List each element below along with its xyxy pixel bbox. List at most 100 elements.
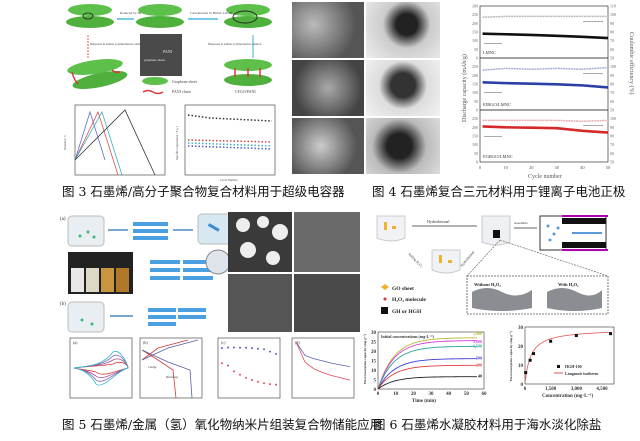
fig6-left-xlabel: Time (min) [412,399,436,404]
legend-h2o2: H₂O₂ molecule [392,297,427,303]
fig4-ytick-left: 200 [472,73,478,78]
fig5-cycle-point [233,346,235,349]
fig5-rate-line [295,341,351,368]
fig6-left-series-line [377,337,477,390]
fig4-xtick: 10 [503,165,508,170]
fig6-right-ytick: 0 [521,383,524,388]
figure-5: (a) (b) (a) (b) (c) (d) Charge Discharge [60,212,360,399]
fig4-ytick-left: 250 [472,64,478,69]
nanosheet-stack-3 [148,308,206,326]
fig4-ytick-right: 110 [610,4,616,9]
fig6-right-xtick: 3,000 [571,387,583,392]
fig4-ytick-right: 50 [610,56,614,61]
fig4-ytick-right: 100 [610,12,616,17]
fig6-langmuir-curve [524,331,612,381]
fig6-right-ytick: 10 [518,364,524,369]
fig5-chart-frame [217,337,281,399]
fig4-ytick-right: 60 [610,99,614,104]
fig4-ytick-right: 50 [610,108,614,113]
legend-graphene: Graphene sheet [172,79,198,84]
fig5-discharge-red [141,349,177,399]
fig6-left-series-line [377,358,477,390]
vial-photo [68,252,133,294]
fig5-cycle-point [233,370,235,373]
hydrothermal-label: Hydrothermal [427,219,450,224]
figure-3-schematic: Reduced by HI Carbonization by HOOC-COOH… [63,4,276,182]
sem-image [140,34,182,76]
fig6-left-ylabel: Electrosorption capacity (mg g⁻¹) [363,333,367,384]
graphene-stack-3 [224,4,272,28]
fig6-left-ytick: 20 [371,350,377,355]
fig6-left-series-label: 40 [478,374,482,379]
fig6-left-series-label: 300 [476,362,482,367]
sem-image-b [292,60,364,116]
sem-image-c [292,118,364,174]
figure-4-sem-grid [292,2,440,174]
fig5-cycle-point [257,347,259,350]
fig6-data-point [609,332,613,336]
fig6-left-series-label: 1,500 [473,343,482,348]
fig4-ytick-right: 70 [610,38,614,43]
tem-sem-grid [228,212,360,332]
fig5-cycle-point [239,373,241,376]
fig6-data-point [524,371,528,375]
beaker-go-h2o2 [431,249,461,274]
fig4-ytick-left: 100 [472,90,478,95]
assemble-label: Assemble [514,221,528,225]
fig4-ytick-right: 100 [610,64,616,69]
legend-gh-hgh: GH or HGH [392,309,422,315]
fig4-ytick-right: 50 [610,160,614,165]
fig4-panel-frame [479,5,609,59]
fig4-ytick-left: 300 [472,4,478,9]
h2o2-molecule-icon [383,297,387,301]
fig6-left-series-line [377,364,477,390]
fig4-xtick: 30 [555,165,560,170]
fig4-ytick-right: 60 [610,47,614,52]
fig4-ytick-left: 50 [474,47,478,52]
panel-b-label: (b) [60,302,66,307]
fig5-cycle-point [251,379,253,382]
fig4-ytick-left: 150 [472,134,478,139]
fig5-chart-panel-label: (c) [221,340,226,345]
fig6-left-series-line [377,376,477,390]
legend-graphene-swatch [142,77,168,85]
fig4-efficiency-line [482,119,609,123]
fig6-left-xtick: 20 [411,392,417,397]
fig4-xtick: 50 [606,165,611,170]
fig4-ytick-left: 0 [476,108,478,113]
fig4-ytick-right: 80 [610,82,614,87]
fig6-left-xtick: 0 [377,392,380,397]
fig6-right-xtick: 0 [524,387,527,392]
fig4-ytick-right: 80 [610,30,614,35]
fig5-cycle-point [269,350,271,353]
with-h2o2-label: With H₂O₂ [558,282,579,287]
fig4-ytick-right: 70 [610,142,614,147]
fig6-left-series-label: 500 [476,356,482,361]
figure-3: Reduced by HI Carbonization by HOOC-COOH… [60,0,288,182]
fig5-chart-frame [139,337,203,399]
without-h2o2-label: Without H₂O₂ [474,282,501,287]
zoom-circle [205,249,231,275]
panel-a-label: (a) [60,217,66,222]
legend-pani-swatch [142,89,164,95]
fig4-capacity-line [482,80,609,89]
fig5-cv-curve [73,350,129,386]
fig6-data-point [528,358,532,362]
fig4-ytick-right: 60 [610,151,614,156]
fig5-cycle-point [245,346,247,349]
fig5-cycle-point [227,346,229,349]
fig6-right-xtick: 1,500 [545,387,557,392]
fig6-right-xtick: 4,500 [596,387,608,392]
fig6-left-series-line [377,340,477,390]
fig6-data-point [532,352,536,356]
fig5-rate-line [295,341,351,381]
tem-image-a1 [366,2,440,58]
fig6-right-ytick: 20 [518,345,524,350]
fig5-cycle-point [221,362,223,365]
hydrogel-zoom-box: Without H₂O₂ With H₂O₂ [466,239,609,315]
fig6-left-xtick: 60 [482,392,488,397]
sem-image-a [292,2,364,58]
fig6-left-title: Initial concentrations (mg·L⁻¹) [381,334,435,339]
cycle-chart: Specific Capacitance / F g-1 Cycle Numbe… [175,104,276,182]
caption-figure-4: 图 4 石墨烯复合三元材料用于锂离子电池正极 [372,184,626,199]
